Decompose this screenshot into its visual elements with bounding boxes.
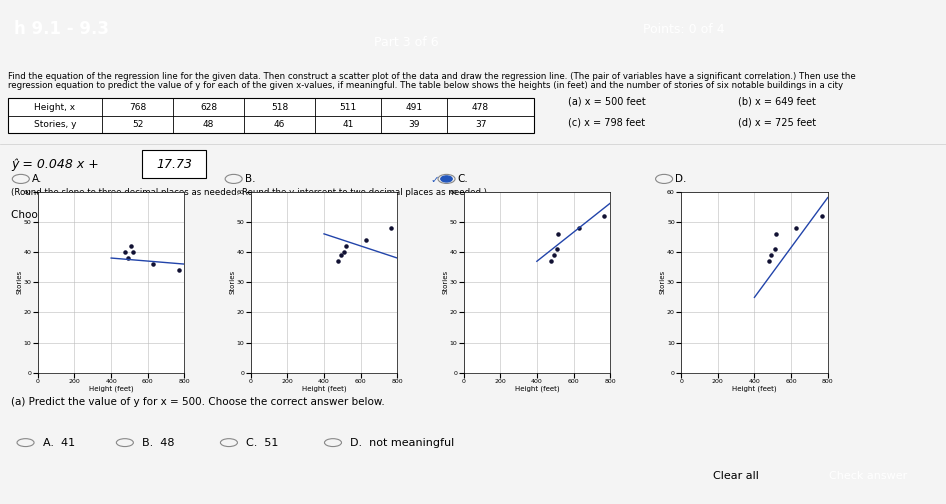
Point bbox=[789, 224, 804, 232]
Text: 37: 37 bbox=[475, 120, 486, 129]
Point bbox=[768, 230, 783, 238]
Text: D.: D. bbox=[675, 174, 687, 184]
Point bbox=[359, 236, 374, 244]
Point bbox=[337, 248, 352, 256]
Text: 17.73: 17.73 bbox=[156, 158, 192, 171]
Text: 491: 491 bbox=[406, 103, 423, 112]
Y-axis label: Stories: Stories bbox=[229, 270, 236, 294]
Text: regression equation to predict the value of y for each of the given x-values, if: regression equation to predict the value… bbox=[8, 81, 843, 90]
Text: 52: 52 bbox=[131, 120, 144, 129]
Text: 478: 478 bbox=[472, 103, 489, 112]
Text: Points: 0 of 4: Points: 0 of 4 bbox=[643, 23, 725, 36]
Text: Clear all: Clear all bbox=[712, 471, 759, 481]
Point bbox=[120, 254, 135, 262]
Text: Height, x: Height, x bbox=[34, 103, 76, 112]
Point bbox=[384, 224, 399, 232]
Point bbox=[763, 251, 779, 259]
Point bbox=[546, 251, 561, 259]
Y-axis label: Stories: Stories bbox=[16, 270, 23, 294]
Y-axis label: Stories: Stories bbox=[659, 270, 666, 294]
Text: D.  not meaningful: D. not meaningful bbox=[350, 437, 454, 448]
Text: Stories, y: Stories, y bbox=[34, 120, 76, 129]
Point bbox=[762, 257, 777, 265]
Text: 768: 768 bbox=[129, 103, 147, 112]
Text: Choose the correct graph below.: Choose the correct graph below. bbox=[11, 210, 181, 220]
Point bbox=[551, 230, 566, 238]
Text: 628: 628 bbox=[200, 103, 218, 112]
Point bbox=[550, 245, 565, 253]
X-axis label: Height (feet): Height (feet) bbox=[89, 386, 133, 392]
Text: ŷ = 0.048 x +: ŷ = 0.048 x + bbox=[11, 158, 103, 171]
Text: A.  41: A. 41 bbox=[43, 437, 75, 448]
X-axis label: Height (feet): Height (feet) bbox=[732, 386, 777, 392]
Point bbox=[171, 266, 186, 274]
Text: (a) x = 500 feet: (a) x = 500 feet bbox=[568, 96, 645, 106]
Text: 46: 46 bbox=[273, 120, 286, 129]
Point bbox=[146, 260, 161, 268]
Text: 48: 48 bbox=[202, 120, 215, 129]
Text: B.  48: B. 48 bbox=[142, 437, 174, 448]
Text: h 9.1 - 9.3: h 9.1 - 9.3 bbox=[14, 21, 109, 38]
Point bbox=[597, 212, 612, 220]
Point bbox=[333, 251, 348, 259]
Text: C.  51: C. 51 bbox=[246, 437, 278, 448]
Text: 518: 518 bbox=[271, 103, 289, 112]
X-axis label: Height (feet): Height (feet) bbox=[302, 386, 346, 392]
Point bbox=[767, 245, 782, 253]
Text: (Round the slope to three decimal places as needed. Round the y-intercept to two: (Round the slope to three decimal places… bbox=[11, 188, 487, 197]
Text: Part 3 of 6: Part 3 of 6 bbox=[375, 36, 439, 49]
Text: (b) x = 649 feet: (b) x = 649 feet bbox=[738, 96, 815, 106]
Point bbox=[118, 248, 133, 256]
Text: A.: A. bbox=[32, 174, 43, 184]
Point bbox=[124, 242, 139, 250]
FancyBboxPatch shape bbox=[8, 98, 534, 134]
Text: 39: 39 bbox=[409, 120, 420, 129]
Text: (c) x = 798 feet: (c) x = 798 feet bbox=[568, 117, 645, 128]
X-axis label: Height (feet): Height (feet) bbox=[515, 386, 559, 392]
Point bbox=[331, 257, 346, 265]
Point bbox=[815, 212, 830, 220]
Text: ✓: ✓ bbox=[430, 175, 439, 185]
Text: (d) x = 725 feet: (d) x = 725 feet bbox=[738, 117, 816, 128]
Point bbox=[544, 257, 559, 265]
Text: C.: C. bbox=[458, 174, 468, 184]
Y-axis label: Stories: Stories bbox=[442, 270, 448, 294]
Text: 511: 511 bbox=[340, 103, 357, 112]
Point bbox=[125, 248, 140, 256]
Text: (a) Predict the value of y for x = 500. Choose the correct answer below.: (a) Predict the value of y for x = 500. … bbox=[11, 397, 385, 407]
Point bbox=[571, 224, 587, 232]
Point bbox=[338, 242, 353, 250]
Text: Check answer: Check answer bbox=[829, 471, 907, 481]
Text: B.: B. bbox=[245, 174, 255, 184]
FancyBboxPatch shape bbox=[142, 150, 206, 178]
Text: 41: 41 bbox=[342, 120, 354, 129]
Text: Find the equation of the regression line for the given data. Then construct a sc: Find the equation of the regression line… bbox=[8, 72, 855, 81]
